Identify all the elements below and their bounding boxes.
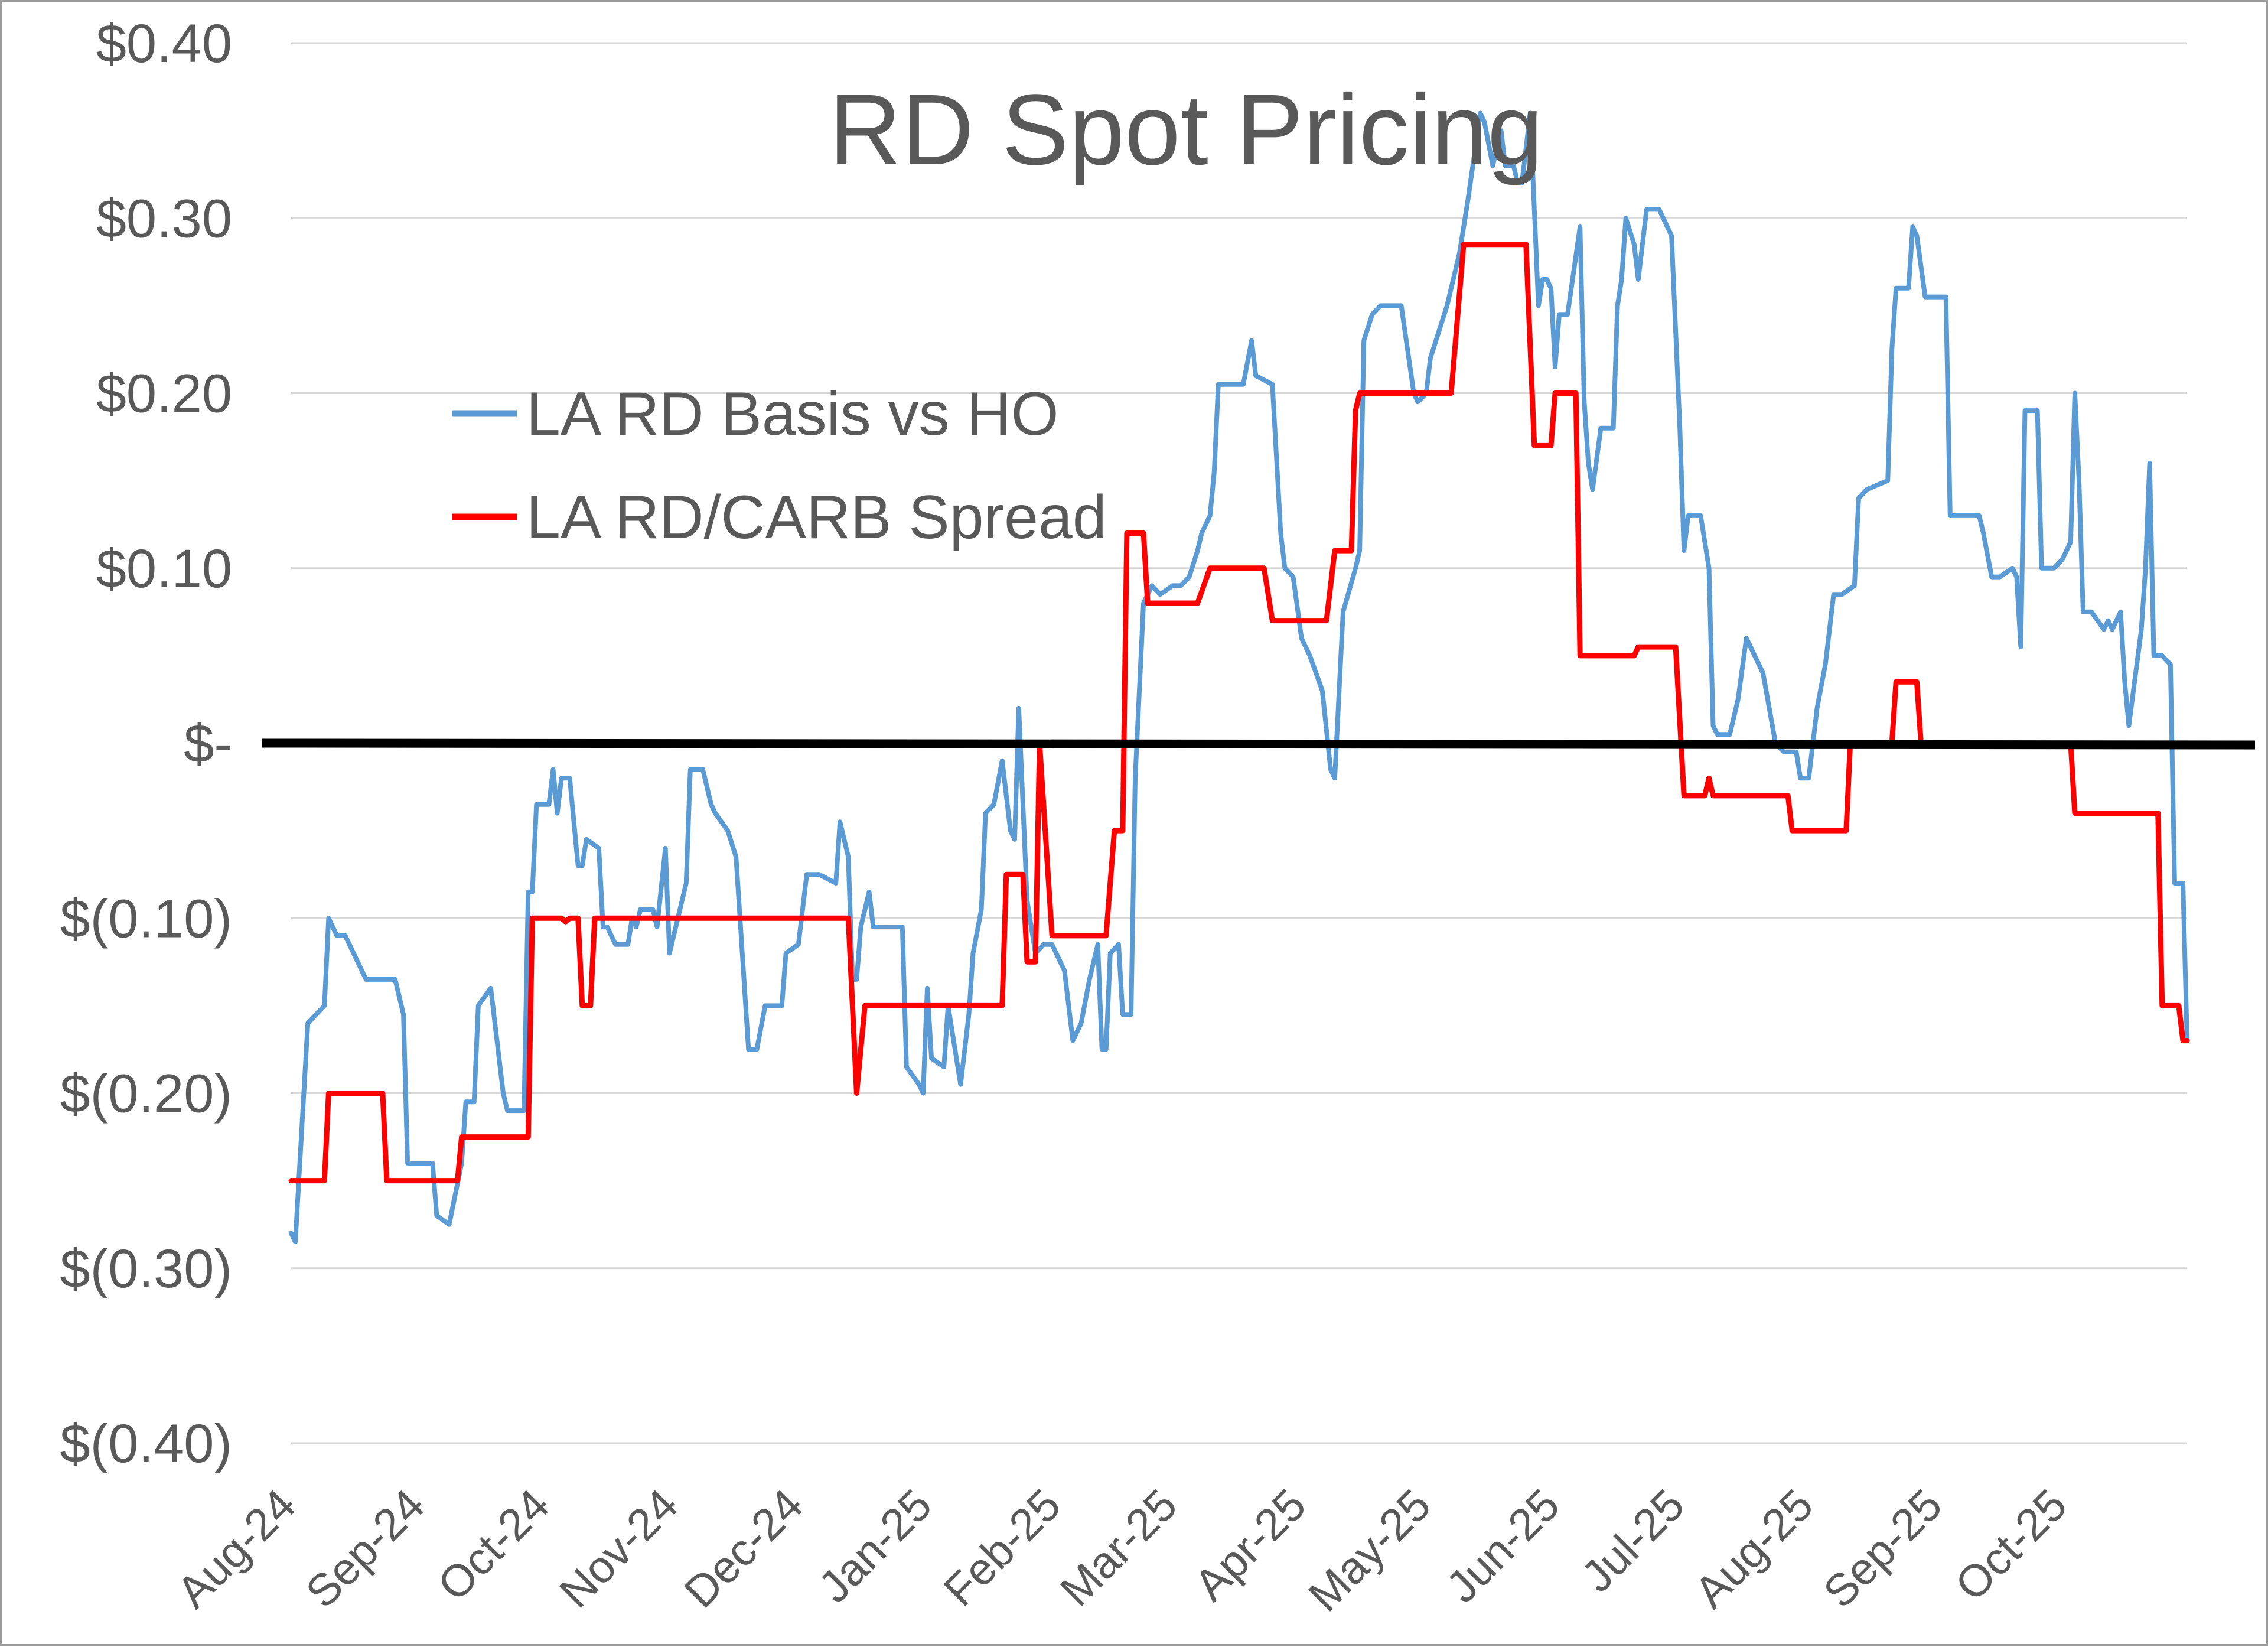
legend-label-spread: LA RD/CARB Spread: [526, 483, 1107, 552]
x-tick-label-12: Aug-25: [1685, 1480, 1823, 1617]
y-tick-label-6: $(0.20): [60, 1064, 233, 1124]
legend: LA RD Basis vs HO LA RD/CARB Spread: [452, 380, 1107, 552]
series-line-basis: [289, 110, 2189, 1245]
y-tick-label-8: $(0.40): [60, 1414, 233, 1474]
y-tick-label-1: $0.30: [96, 188, 232, 249]
x-axis-ticks: Aug-24Sep-24Oct-24Nov-24Dec-24Jan-25Feb-…: [168, 1480, 2077, 1621]
y-tick-label-4: $-: [184, 714, 232, 774]
x-tick-label-1: Sep-24: [296, 1480, 434, 1617]
x-tick-label-6: Feb-25: [934, 1480, 1070, 1616]
chart-title: RD Spot Pricing: [829, 74, 1543, 186]
y-tick-label-3: $0.10: [96, 539, 232, 599]
x-tick-label-11: Jul-25: [1572, 1480, 1694, 1602]
y-tick-label-7: $(0.30): [60, 1239, 233, 1299]
x-tick-label-13: Sep-25: [1814, 1480, 1951, 1617]
y-tick-label-2: $0.20: [96, 364, 232, 424]
x-tick-label-14: Oct-25: [1946, 1480, 2076, 1610]
x-tick-label-9: May-25: [1299, 1480, 1440, 1621]
y-axis-ticks: $0.40 $0.30 $0.20 $0.10 $- $(0.10) $(0.20) $(0.…: [60, 14, 233, 1474]
y-tick-label-5: $(0.10): [60, 888, 233, 949]
x-tick-label-3: Nov-24: [550, 1480, 687, 1617]
x-tick-label-5: Jan-25: [809, 1480, 941, 1612]
x-tick-label-2: Oct-24: [428, 1480, 559, 1610]
zero-line: [261, 738, 2256, 750]
series-line-spread: [288, 242, 2190, 1184]
x-tick-label-7: Mar-25: [1051, 1480, 1187, 1616]
x-tick-label-8: Apr-25: [1185, 1480, 1315, 1610]
legend-label-basis: LA RD Basis vs HO: [526, 380, 1059, 448]
x-tick-label-0: Aug-24: [168, 1480, 305, 1617]
x-tick-label-4: Dec-24: [674, 1480, 812, 1617]
series-lines: [288, 110, 2190, 1245]
x-tick-label-10: Jun-25: [1437, 1480, 1569, 1612]
y-tick-label-0: $0.40: [96, 14, 232, 74]
